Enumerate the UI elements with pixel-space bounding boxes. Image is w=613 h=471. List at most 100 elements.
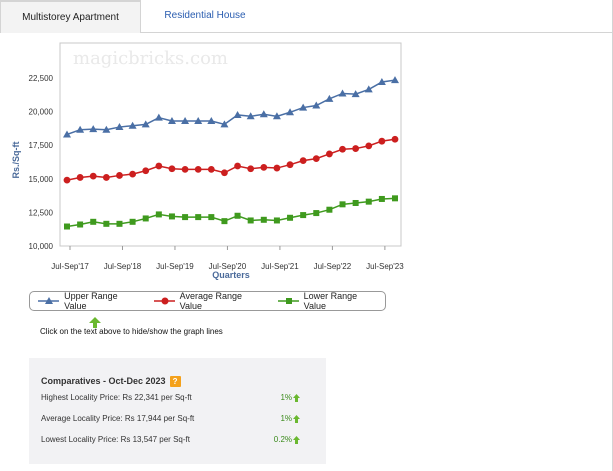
data-point[interactable] [194,165,202,173]
data-point[interactable] [312,101,321,109]
data-point[interactable] [63,176,71,184]
series-triangle[interactable] [63,76,399,138]
x-axis-title: Quarters [212,270,250,280]
arrow-up-icon [89,317,101,328]
data-point[interactable] [194,117,203,125]
data-point[interactable] [89,172,97,180]
data-point[interactable] [116,220,123,227]
data-point[interactable] [102,125,111,133]
legend-label[interactable]: Upper Range Value [64,291,118,311]
x-tick-label: Jul-Sep'21 [261,262,299,271]
data-point[interactable] [247,217,254,224]
data-point[interactable] [77,221,84,228]
data-point[interactable] [90,218,97,225]
legend-label[interactable]: Lower Range Value [303,291,358,311]
data-point[interactable] [220,120,229,128]
data-point[interactable] [313,210,320,217]
property-type-tabs: Multistorey Apartment Residential House [0,0,613,33]
legend-hint-text: Click on the text above to hide/show the… [40,327,223,336]
series-circle[interactable] [63,135,399,184]
series-square[interactable] [64,195,398,230]
data-point[interactable] [378,137,386,145]
data-point[interactable] [128,121,137,129]
data-point[interactable] [233,110,242,118]
data-point[interactable] [351,90,360,98]
data-point[interactable] [364,85,373,93]
data-point[interactable] [299,103,308,111]
data-point[interactable] [181,165,189,173]
data-point[interactable] [352,145,360,152]
data-point[interactable] [181,117,190,125]
data-point[interactable] [326,150,333,158]
data-point[interactable] [247,165,255,173]
data-point[interactable] [365,198,372,205]
data-point[interactable] [260,216,267,223]
data-point[interactable] [167,117,176,125]
legend-lower-range[interactable]: Lower Range Value [277,291,380,311]
tab-multistorey-apartment[interactable]: Multistorey Apartment [0,0,141,33]
data-point[interactable] [273,217,280,224]
data-point[interactable] [300,212,307,219]
data-point[interactable] [259,110,268,118]
data-point[interactable] [76,125,85,133]
data-point[interactable] [299,157,307,165]
data-point[interactable] [312,155,320,163]
data-point[interactable] [207,117,216,125]
data-point[interactable] [221,169,228,177]
data-point[interactable] [129,218,136,225]
data-point[interactable] [272,112,281,120]
data-point[interactable] [195,214,202,221]
data-point[interactable] [260,163,268,171]
data-point[interactable] [392,195,398,202]
data-point[interactable] [102,174,110,181]
data-point[interactable] [141,120,150,128]
data-point[interactable] [325,94,334,102]
highest-price-change: 1% [280,393,292,402]
average-price-text: Average Locality Price: Rs 17,944 per Sq… [41,414,195,423]
data-point[interactable] [339,145,346,153]
x-tick-label: Jul-Sep'17 [51,262,89,271]
data-point[interactable] [103,220,110,227]
data-point[interactable] [155,162,163,170]
data-point[interactable] [182,214,189,221]
data-point[interactable] [365,142,373,150]
data-point[interactable] [326,206,333,213]
data-point[interactable] [273,164,281,172]
data-point[interactable] [391,76,399,84]
legend-label[interactable]: Average Range Value [179,291,243,311]
tab-residential-house[interactable]: Residential House [164,10,246,21]
data-point[interactable] [352,199,359,206]
data-point[interactable] [221,218,228,225]
data-point[interactable] [339,201,346,208]
data-point[interactable] [391,135,399,143]
x-tick-label: Jul-Sep'20 [209,262,247,271]
data-point[interactable] [338,89,347,97]
data-point[interactable] [378,195,385,202]
data-point[interactable] [63,130,71,138]
data-point[interactable] [142,215,149,222]
data-point[interactable] [286,108,295,116]
legend-upper-range[interactable]: Upper Range Value [38,291,140,311]
data-point[interactable] [168,165,176,173]
y-axis-title: Rs./Sq-ft [11,141,21,178]
data-point[interactable] [287,214,294,221]
data-point[interactable] [286,161,294,169]
data-point[interactable] [208,214,215,221]
legend-average-range[interactable]: Average Range Value [153,291,264,311]
data-point[interactable] [234,162,241,170]
data-point[interactable] [116,172,123,179]
help-icon[interactable]: ? [169,375,181,387]
data-point[interactable] [76,174,84,181]
data-point[interactable] [129,170,137,178]
data-point[interactable] [64,223,70,230]
data-point[interactable] [115,123,124,131]
data-point[interactable] [207,165,215,173]
data-point[interactable] [246,112,255,120]
data-point[interactable] [377,78,386,86]
data-point[interactable] [89,125,98,133]
data-point[interactable] [142,167,150,175]
data-point[interactable] [168,213,175,220]
data-point[interactable] [234,212,241,219]
data-point[interactable] [155,211,162,218]
data-point[interactable] [154,113,163,121]
